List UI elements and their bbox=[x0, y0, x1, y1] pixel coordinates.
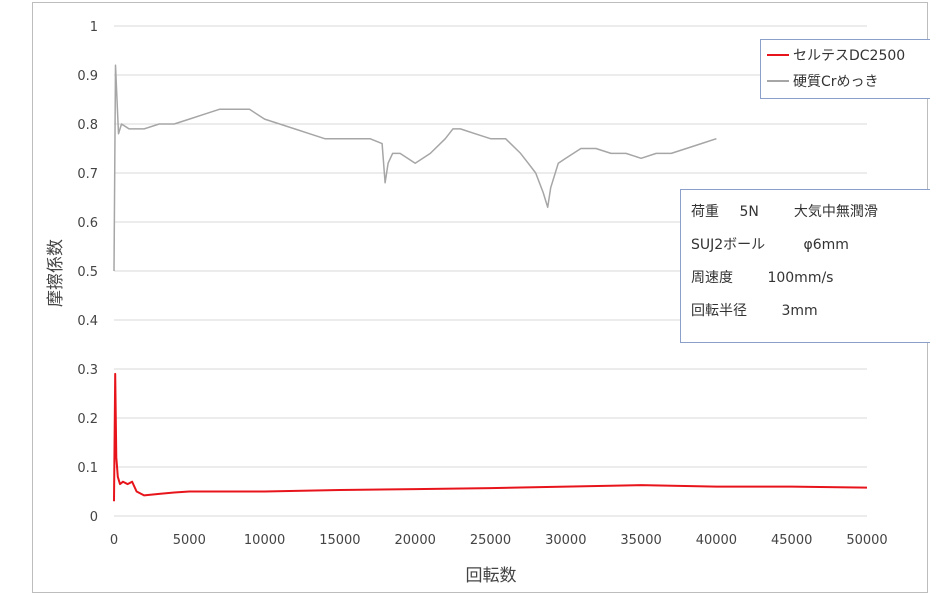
x-tick-label: 35000 bbox=[620, 533, 661, 548]
y-tick-label: 0.1 bbox=[77, 461, 98, 476]
line-chart: 0 0.1 0.2 0.3 0.4 0.5 0.6 0.7 0.8 0.9 1 0 5000 10000… bbox=[46, 20, 888, 586]
condition-load: 荷重 5N 大気中無潤滑 bbox=[691, 196, 930, 229]
y-tick-labels: 0 0.1 0.2 0.3 0.4 0.5 0.6 0.7 0.8 0.9 1 bbox=[77, 20, 98, 525]
legend-label-series-1: セルテスDC2500 bbox=[793, 48, 906, 64]
grid-lines bbox=[114, 25, 867, 517]
y-tick-label: 0 bbox=[90, 510, 98, 525]
x-tick-label: 50000 bbox=[846, 533, 887, 548]
x-tick-label: 40000 bbox=[696, 533, 737, 548]
x-tick-label: 30000 bbox=[545, 533, 586, 548]
environment-text: 大気中無潤滑 bbox=[793, 204, 878, 220]
series-lines bbox=[113, 64, 868, 502]
y-axis-label: 摩擦係数 bbox=[46, 239, 66, 307]
legend-entry-series-2: 硬質Crめっき bbox=[767, 70, 879, 92]
legend-swatch-gray bbox=[767, 80, 789, 82]
y-tick-label: 0.2 bbox=[77, 412, 98, 427]
legend-entry-series-1: セルテスDC2500 bbox=[767, 44, 905, 66]
y-tick-label: 0.5 bbox=[77, 265, 98, 280]
radius-value: 3mm bbox=[781, 303, 818, 319]
ball-label: SUJ2ボール bbox=[691, 237, 766, 253]
x-tick-label: 10000 bbox=[244, 533, 285, 548]
chart-frame: 0 0.1 0.2 0.3 0.4 0.5 0.6 0.7 0.8 0.9 1 0 5000 10000… bbox=[32, 2, 930, 593]
y-tick-label: 0.3 bbox=[77, 363, 98, 378]
x-tick-label: 15000 bbox=[319, 533, 360, 548]
radius-label: 回転半径 bbox=[691, 303, 747, 319]
x-tick-label: 25000 bbox=[470, 533, 511, 548]
series-line-hard-cr-plating bbox=[113, 64, 717, 272]
legend: セルテスDC2500 硬質Crめっき bbox=[760, 39, 930, 99]
x-tick-labels: 0 5000 10000 15000 20000 25000 30000 35000 40000… bbox=[110, 533, 888, 548]
legend-swatch-red bbox=[767, 54, 789, 56]
series-line-celtes-dc2500 bbox=[113, 372, 868, 502]
y-tick-label: 0.6 bbox=[77, 216, 98, 231]
y-tick-label: 1 bbox=[90, 20, 98, 35]
y-tick-label: 0.4 bbox=[77, 314, 98, 329]
speed-value: 100mm/s bbox=[767, 270, 834, 286]
condition-ball: SUJ2ボール φ6mm bbox=[691, 229, 930, 262]
x-axis-label: 回転数 bbox=[466, 566, 517, 586]
x-tick-label: 5000 bbox=[173, 533, 206, 548]
load-label: 荷重 bbox=[691, 204, 719, 220]
y-tick-label: 0.9 bbox=[77, 69, 98, 84]
load-value: 5N bbox=[739, 204, 759, 220]
y-tick-label: 0.7 bbox=[77, 167, 98, 182]
y-tick-label: 0.8 bbox=[77, 118, 98, 133]
x-tick-label: 20000 bbox=[395, 533, 436, 548]
condition-speed: 周速度 100mm/s bbox=[691, 262, 930, 295]
condition-radius: 回転半径 3mm bbox=[691, 295, 930, 328]
speed-label: 周速度 bbox=[691, 270, 733, 286]
legend-label-series-2: 硬質Crめっき bbox=[793, 74, 879, 90]
ball-diameter: φ6mm bbox=[803, 237, 849, 253]
test-conditions-box: 荷重 5N 大気中無潤滑 SUJ2ボール φ6mm 周速度 100mm/s 回転… bbox=[680, 189, 930, 343]
x-tick-label: 0 bbox=[110, 533, 118, 548]
x-tick-label: 45000 bbox=[771, 533, 812, 548]
